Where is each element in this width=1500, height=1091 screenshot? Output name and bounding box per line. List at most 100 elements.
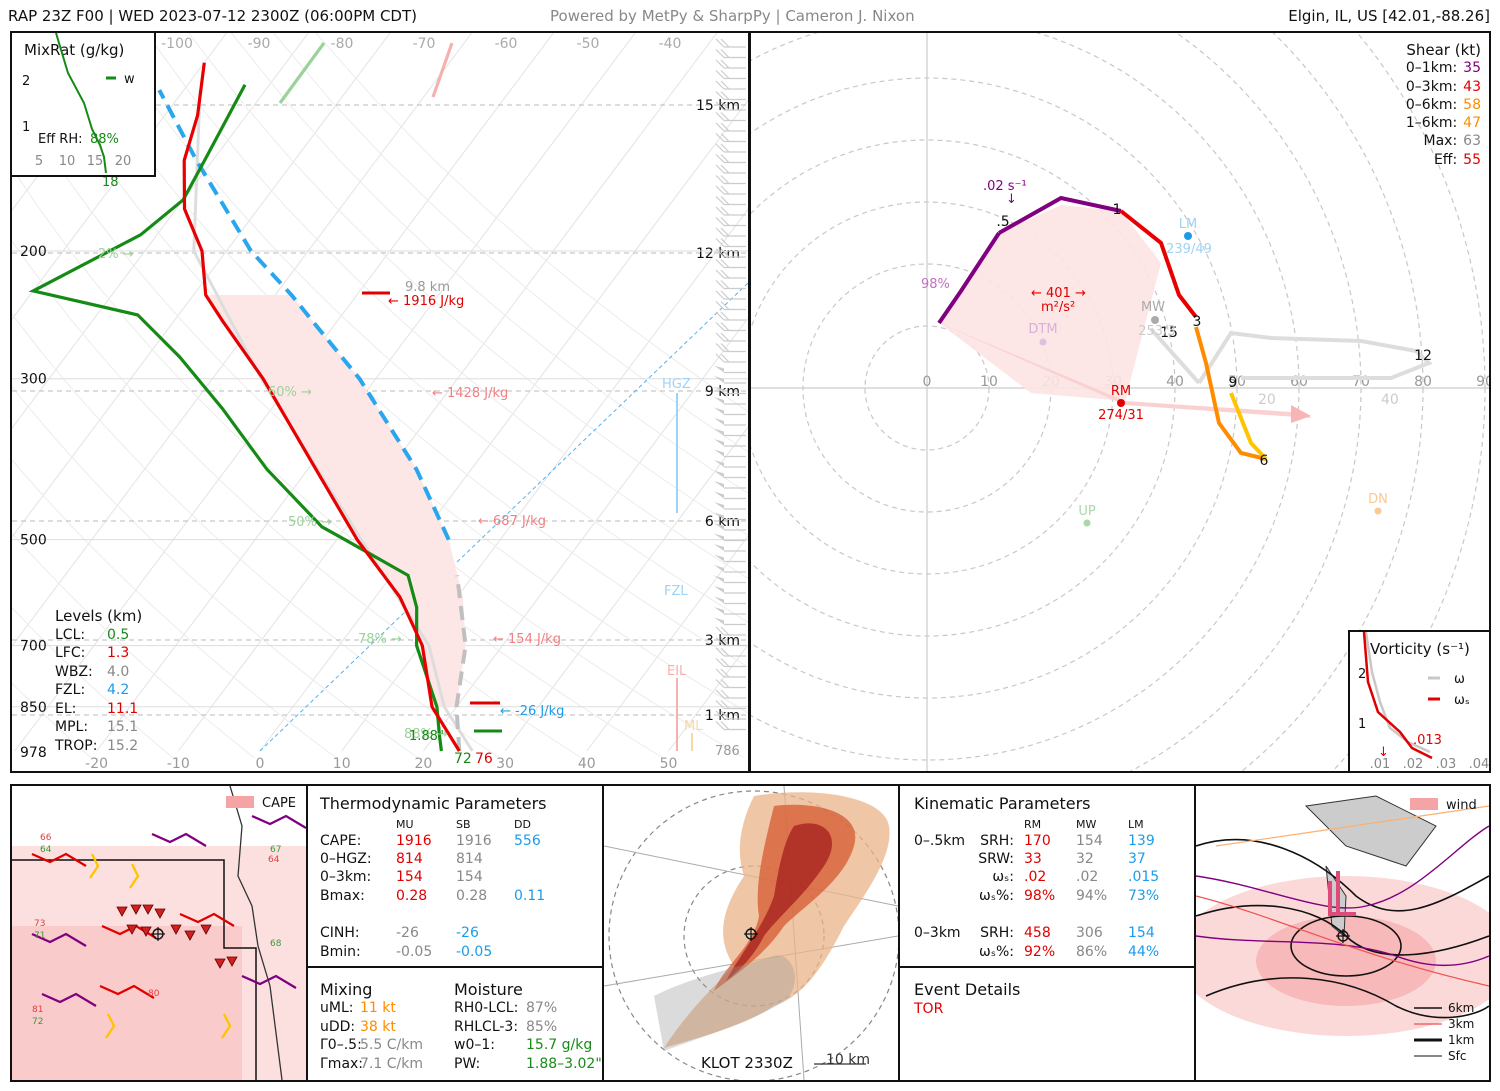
tornado-report — [116, 906, 128, 917]
rm-vector-head — [1291, 405, 1311, 423]
thermo-row-value: 0.28 — [396, 888, 428, 904]
wind-barb — [715, 70, 746, 80]
streamwise-pct-label: 98% — [921, 277, 950, 292]
wind-barb-feather — [715, 196, 725, 205]
isotherm-line — [259, 99, 748, 752]
kin-row-label: ωₛ%: — [979, 888, 1014, 904]
hodo-ring — [751, 33, 1300, 761]
top-temp-tick-label: -50 — [577, 36, 600, 52]
wind-barb — [715, 49, 746, 59]
dtm-label: DTM — [1028, 322, 1057, 337]
wind-barb — [715, 143, 746, 153]
wind-barb-feather — [715, 280, 725, 289]
wind-barb-feather — [715, 689, 725, 699]
rh-label: 2% → — [98, 247, 134, 262]
wind-barb-feather — [720, 143, 730, 153]
wind-barb — [715, 122, 746, 132]
wind-barb-flag — [714, 407, 724, 415]
cape-level-label: ← 154 J/kg — [493, 632, 561, 647]
thermo-row-value: -26 — [456, 925, 479, 941]
moisture-row-label: RH0-LCL: — [454, 1000, 519, 1016]
tornado-report — [130, 904, 142, 915]
wind-barb — [715, 721, 746, 731]
thermo-row-label: CAPE: — [320, 833, 362, 849]
wind-barb — [715, 112, 746, 122]
wind-barb-feather — [715, 227, 725, 237]
wind-barb-feather — [715, 259, 725, 268]
wind-barb-feather — [720, 248, 730, 258]
wind-barb — [714, 376, 746, 384]
top-temp-tick-label: -60 — [495, 36, 518, 52]
wind-barb-feather — [720, 689, 730, 699]
cape-map-barb — [89, 853, 100, 879]
wind-barb — [715, 280, 746, 290]
cape-map-barb — [31, 932, 87, 947]
rm-value: 274/31 — [1098, 408, 1144, 423]
cape-map-barb — [105, 1013, 116, 1039]
wind-barb-flag — [714, 575, 724, 583]
lake — [1304, 795, 1437, 867]
wind-barb — [715, 637, 746, 647]
thermo-panel: Thermodynamic Parameters MU SB DD CAPE: 1916… — [306, 784, 604, 968]
station-value: 73 — [34, 919, 45, 929]
hodo-ring — [1240, 33, 1424, 771]
wind-barb-feather — [720, 280, 730, 289]
virtual-temp-line — [192, 90, 474, 752]
kin-row-label: SRH: — [980, 833, 1014, 849]
cape-level-label: ← 1428 J/kg — [432, 386, 508, 401]
cape-map-barb — [151, 832, 207, 847]
cape-map-panel: CAPE 66 64 73 71 81 72 80 67 64 68 — [10, 784, 308, 1082]
temp-tick-label: 20 — [414, 756, 432, 771]
storm-ring-label: 20 — [1258, 392, 1276, 408]
mixing-moisture-panel: Mixing Moisture uML: 11 kt uDD: 38 kt Γ0–.5:… — [306, 966, 604, 1082]
kin-row-value: 73% — [1128, 888, 1160, 904]
wind-barb-feather — [720, 668, 730, 678]
wind-barb — [715, 689, 746, 699]
wind-barb — [715, 626, 746, 636]
wind-barb — [714, 554, 746, 563]
wind-barb — [715, 175, 746, 185]
wind-barb-feather — [720, 269, 730, 279]
wind-barb-feather — [720, 154, 730, 163]
wind-barb — [714, 418, 746, 426]
wind-barb — [714, 449, 746, 458]
vort-arrow: ↓ — [1378, 745, 1389, 760]
levels-box: Levels (km) LCL: 0.5 LFC: 1.3 WBZ: 4.0 FZL: 4.2… — [55, 607, 142, 755]
top-temp-tick-label: -80 — [331, 36, 354, 52]
cape-map-barb — [179, 912, 235, 927]
wind-barb — [715, 311, 746, 321]
thermo-row-value: -0.05 — [456, 944, 493, 960]
wind-barb — [714, 586, 746, 594]
levels-row: LFC: 1.3 — [55, 644, 142, 663]
hodo-upper-line — [1149, 327, 1201, 385]
wind-barb-feather — [720, 122, 730, 132]
wind-barb-feather — [720, 133, 730, 142]
wind-barb-flag — [714, 397, 724, 404]
wind-barb-feather — [715, 269, 725, 279]
hodo-ring-label: 0 — [923, 374, 932, 390]
wind-barb-feather — [720, 311, 730, 321]
wind-barb — [714, 544, 746, 552]
kin-col-header: MW — [1076, 818, 1097, 831]
station-value: 68 — [270, 939, 282, 949]
mixrat-sfc-value: 18 — [102, 175, 119, 190]
station-value: 66 — [40, 833, 52, 843]
kin-row-value: 44% — [1128, 944, 1160, 960]
wind-barb-feather — [720, 353, 730, 363]
pressure-tick-label: 850 — [20, 700, 47, 716]
mixing-row-value: 7.1 C/km — [360, 1055, 423, 1072]
top-temp-tick-label: -70 — [413, 36, 436, 52]
mw-marker — [1151, 316, 1159, 324]
wind-barb-flag — [714, 428, 724, 436]
tornado-report — [126, 924, 138, 935]
wind-barb-feather — [715, 343, 725, 352]
wind-barb-feather — [720, 59, 730, 69]
wind-barb-feather — [715, 91, 725, 100]
wind-barb-feather — [715, 112, 725, 121]
rh-label: 50% → — [288, 515, 332, 530]
radar-svg — [604, 786, 898, 1080]
mu-parcel-line — [157, 89, 451, 541]
wind-barb-feather — [715, 80, 725, 90]
moisture-row-value: 85% — [526, 1018, 558, 1035]
wind-barb-feather — [715, 710, 725, 720]
